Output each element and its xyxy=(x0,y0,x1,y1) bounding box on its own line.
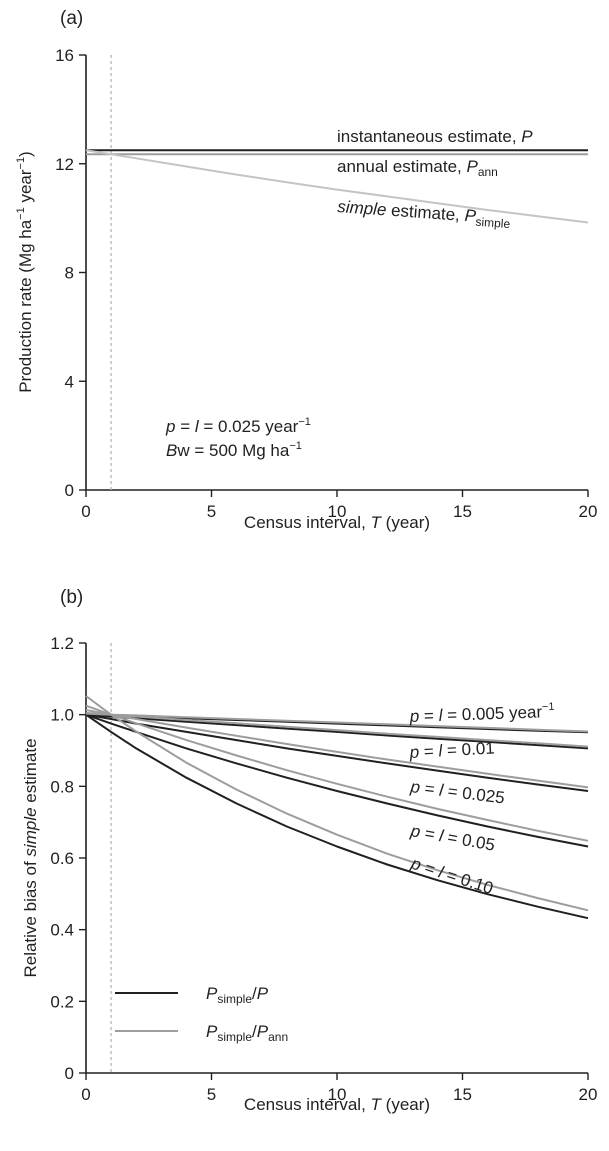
panel-a-annotation-biomass: Bw = 500 Mg ha−1 xyxy=(166,440,302,460)
panel-b-label: (b) xyxy=(60,587,83,608)
pa-x-tick-label: 5 xyxy=(207,502,216,521)
legend: Psimple/P Psimple/Pann xyxy=(115,984,288,1044)
pb-x-tick-label: 15 xyxy=(453,1085,472,1104)
pa-y-tick-label: 8 xyxy=(65,264,74,283)
panel-a-annotation-rates: p = l = 0.025 year−1 xyxy=(165,416,311,436)
pb-y-tick-label: 0.4 xyxy=(50,921,74,940)
curve-label-0.01: p = l = 0.01 xyxy=(408,739,495,762)
pb-x-tick-label: 0 xyxy=(81,1085,90,1104)
label-annual: annual estimate, Pann xyxy=(337,157,498,179)
panel-b-x-label: Census interval, T (year) xyxy=(244,1095,430,1114)
series-line-black_0.10 xyxy=(85,713,589,920)
panel-b-series xyxy=(85,695,589,920)
pb-x-tick-label: 5 xyxy=(207,1085,216,1104)
legend-label-gray: Psimple/Pann xyxy=(206,1022,288,1044)
legend-label-black: Psimple/P xyxy=(206,984,269,1006)
pa-x-tick-label: 15 xyxy=(453,502,472,521)
pa-y-tick-label: 0 xyxy=(65,481,74,500)
pb-y-tick-label: 1.2 xyxy=(50,634,74,653)
series-line-gray_0.10 xyxy=(85,695,589,912)
pb-y-tick-label: 1.0 xyxy=(50,706,74,725)
pa-x-tick-label: 10 xyxy=(328,502,347,521)
panel-b: (b) 0 5 10 15 20 0 0.2 0.4 0.6 0.8 1.0 1.2 p = l = … xyxy=(21,587,597,1114)
curve-label-0.005: p = l = 0.005 year−1 xyxy=(408,701,554,726)
pa-x-tick-label: 20 xyxy=(579,502,598,521)
panel-a-series xyxy=(85,149,589,224)
panel-a-y-label: Production rate (Mg ha−1 year−1) xyxy=(15,151,35,392)
panel-a-label: (a) xyxy=(60,8,83,29)
pb-y-tick-label: 0.8 xyxy=(50,777,74,796)
pb-x-tick-label: 10 xyxy=(328,1085,347,1104)
series-line-gray_0.025 xyxy=(85,709,589,789)
panel-b-ticks: 0 5 10 15 20 0 0.2 0.4 0.6 0.8 1.0 1.2 xyxy=(50,634,597,1104)
panel-a: (a) 0 5 10 15 20 0 4 8 12 16 instantaneous estima… xyxy=(15,8,597,532)
pb-y-tick-label: 0.6 xyxy=(50,849,74,868)
pa-y-tick-label: 16 xyxy=(55,46,74,65)
series-line-gray_0.05 xyxy=(85,704,589,842)
panel-a-ticks: 0 5 10 15 20 0 4 8 12 16 xyxy=(55,46,597,521)
label-simple: simple estimate, Psimple xyxy=(337,197,512,231)
panel-b-y-label: Relative bias of simple estimate xyxy=(21,738,40,977)
series-line-gray_0.01 xyxy=(85,711,589,748)
curve-label-0.025: p = l = 0.025 xyxy=(409,777,506,808)
series-line-black_0.05 xyxy=(85,713,589,848)
pb-y-tick-label: 0.2 xyxy=(50,992,74,1011)
pa-y-tick-label: 12 xyxy=(55,155,74,174)
pa-y-tick-label: 4 xyxy=(65,372,74,391)
curve-label-0.10: p = l = 0.10 xyxy=(408,853,496,898)
pb-y-tick-label: 0 xyxy=(65,1064,74,1083)
pa-x-tick-label: 0 xyxy=(81,502,90,521)
label-instantaneous: instantaneous estimate, P xyxy=(337,127,533,146)
pb-x-tick-label: 20 xyxy=(579,1085,598,1104)
panel-a-x-label: Census interval, T (year) xyxy=(244,513,430,532)
series-line-Psimple xyxy=(85,149,589,224)
